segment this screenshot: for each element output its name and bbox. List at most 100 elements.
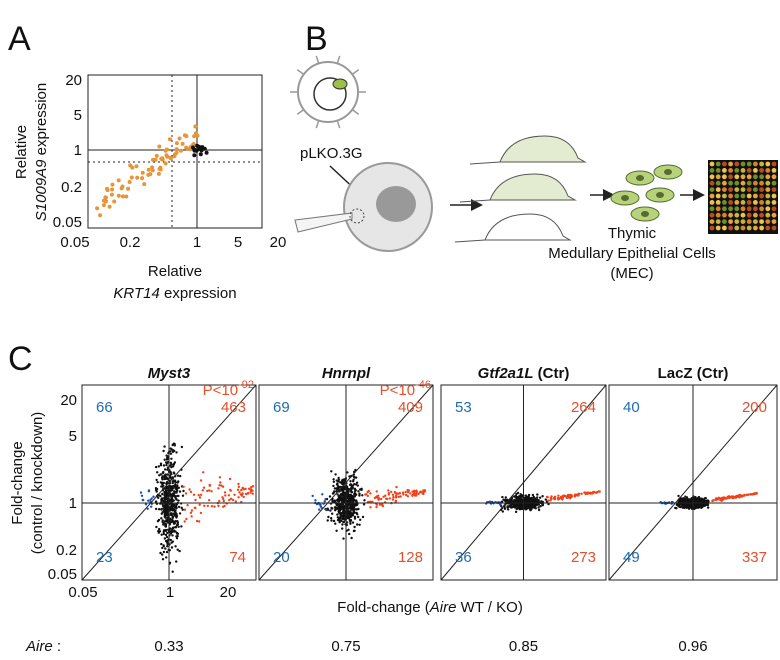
array-spot <box>771 219 777 225</box>
array-spot <box>746 219 752 225</box>
scatter-dot <box>171 495 174 498</box>
scatter-dot <box>171 526 175 530</box>
array-spot <box>734 180 740 186</box>
scatter-dot <box>537 508 541 512</box>
scatter-dot <box>162 529 166 532</box>
scatter-dot <box>314 499 317 502</box>
scatter-dot <box>218 499 221 503</box>
plot-title: Myst3 <box>148 365 191 382</box>
scatter-dot <box>157 465 160 468</box>
array-spot <box>759 174 764 180</box>
scatter-dot <box>198 520 201 523</box>
array-spot <box>765 180 771 186</box>
scatter-dot <box>175 535 178 538</box>
scatter-dot <box>536 493 539 496</box>
scatter-dot <box>553 496 557 500</box>
scatter-dot <box>340 499 344 502</box>
gene: Aire <box>25 638 53 655</box>
scatter-dot <box>321 493 324 496</box>
scatter-dot <box>695 503 698 506</box>
panel-label: B <box>305 20 328 58</box>
mouse <box>489 173 577 201</box>
scatter-dot <box>533 497 537 500</box>
scatter-dot <box>506 508 510 511</box>
scatter-dot <box>536 496 539 499</box>
scatter-dot <box>365 493 368 496</box>
scatter-dot <box>731 496 735 499</box>
scatter-dot <box>140 494 144 497</box>
scatter-dot <box>153 157 158 162</box>
array-spot <box>765 206 771 212</box>
scatter-dot <box>164 513 167 516</box>
scatter-dot <box>174 505 178 508</box>
scatter-dot <box>188 147 192 152</box>
array-spot <box>715 200 721 205</box>
scatter-dot <box>363 499 366 502</box>
x-tick-label: 0.05 <box>60 234 89 251</box>
array-spot <box>740 206 746 212</box>
scatter-dot <box>335 479 338 482</box>
scatter-dot <box>159 551 162 555</box>
scatter-dot <box>150 497 153 500</box>
scatter-dot <box>569 493 572 497</box>
array-spot <box>722 200 727 205</box>
scatter-dot <box>164 528 168 532</box>
scatter-dot <box>173 504 176 507</box>
scatter-dot <box>179 474 182 478</box>
scatter-dot <box>404 493 408 497</box>
scatter-dot <box>176 520 179 523</box>
scatter-dot <box>350 536 353 540</box>
array-spot <box>759 161 764 167</box>
array-spot <box>734 174 740 180</box>
scatter-dot <box>177 525 180 528</box>
scatter-dot <box>247 487 251 490</box>
scatter-dot <box>356 484 359 487</box>
scatter-dot <box>518 496 522 500</box>
scatter-dot <box>337 478 341 481</box>
scatter-dot <box>338 499 342 502</box>
scatter-dot <box>519 504 522 507</box>
y-axis-label: Fold-change <box>9 441 26 524</box>
array-spot <box>765 225 771 231</box>
array-spot <box>746 206 752 212</box>
scatter-dot <box>250 486 253 489</box>
quadrant-count: 40 <box>623 399 640 416</box>
scatter-dot <box>166 473 169 476</box>
x-axis-label: KRT14 expression <box>113 285 236 302</box>
scatter-dot <box>201 489 204 492</box>
scatter-dot <box>154 465 158 469</box>
scatter-dot <box>347 509 350 512</box>
scatter-dot <box>353 483 356 486</box>
scatter-dot <box>353 488 356 491</box>
scatter-dot <box>524 508 527 511</box>
array-spot <box>722 180 727 186</box>
array-spot <box>759 200 764 205</box>
scatter-dot <box>340 512 343 515</box>
scatter-dot <box>169 452 173 455</box>
y-tick-label: 1 <box>69 495 77 512</box>
virus-spike <box>296 109 305 115</box>
quadrant-count: 74 <box>229 549 246 566</box>
scatter-dot <box>191 142 196 146</box>
scatter-dot <box>165 550 169 554</box>
scatter-dot <box>415 492 418 496</box>
scatter-dot <box>350 491 354 494</box>
scatter-dot <box>333 499 336 502</box>
scatter-dot <box>356 523 359 526</box>
array-spot <box>771 161 777 167</box>
scatter-dot <box>206 504 209 508</box>
scatter-dot <box>545 495 549 499</box>
scatter-dot <box>358 494 361 497</box>
scatter-dot <box>332 480 336 483</box>
scatter-dot <box>385 497 388 500</box>
array-spot <box>771 174 777 180</box>
scatter-dot <box>166 539 169 542</box>
scatter-dot <box>355 481 359 484</box>
scatter-dot <box>330 470 333 473</box>
array-spot <box>746 212 752 218</box>
array-spot <box>771 168 777 173</box>
scatter-dot <box>164 147 169 152</box>
scatter-dot <box>197 145 202 150</box>
scatter-dot <box>583 491 586 494</box>
scatter-dot <box>390 490 393 494</box>
